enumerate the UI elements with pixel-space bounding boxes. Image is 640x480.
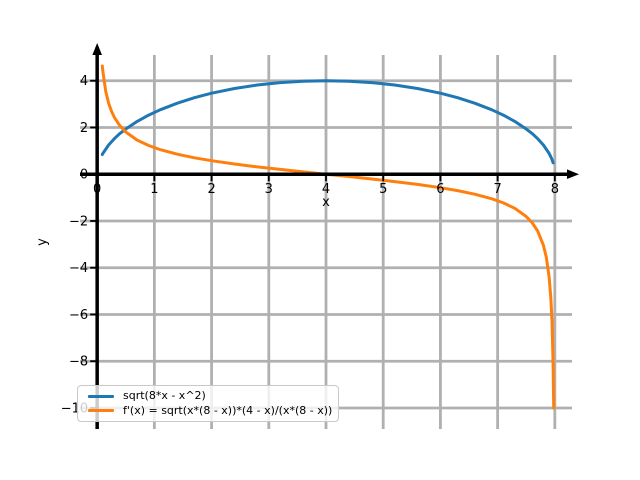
x-tick-label-7: 7 xyxy=(493,182,501,197)
x-axis-label: x xyxy=(322,195,330,210)
y-tick-label-0: 0 xyxy=(80,168,88,183)
curve-series-1 xyxy=(100,64,556,410)
y-axis-label: y xyxy=(35,238,50,246)
curve-series-0 xyxy=(100,79,555,165)
legend: sqrt(8*x - x^2) f'(x) = sqrt(x*(8 - x))*… xyxy=(77,385,339,422)
legend-entry-orange: f'(x) = sqrt(x*(8 - x))*(4 - x)/(x*(8 - … xyxy=(88,403,333,419)
x-tick-label-8: 8 xyxy=(551,182,559,197)
x-tick-label-4: 4 xyxy=(322,182,330,197)
x-tick-label-1: 1 xyxy=(150,182,158,197)
x-tick-label-6: 6 xyxy=(436,182,444,197)
legend-entry-blue: sqrt(8*x - x^2) xyxy=(88,389,331,404)
legend-label-blue: sqrt(8*x - x^2) xyxy=(123,389,206,403)
y-tick-label--6: −6 xyxy=(69,308,88,323)
legend-label-orange: f'(x) = sqrt(x*(8 - x))*(4 - x)/(x*(8 - … xyxy=(123,403,333,417)
y-tick-label-2: 2 xyxy=(80,121,88,136)
x-tick-label-3: 3 xyxy=(265,182,273,197)
y-tick-label--2: −2 xyxy=(69,214,88,229)
y-tick-label--4: −4 xyxy=(69,261,88,276)
legend-line-sample-orange xyxy=(88,409,114,413)
y-axis-arrow-icon xyxy=(92,43,102,55)
x-tick-label-0: 0 xyxy=(93,182,101,197)
x-tick-label-2: 2 xyxy=(207,182,215,197)
y-tick-label--8: −8 xyxy=(69,355,88,370)
y-tick-label-4: 4 xyxy=(80,74,88,89)
x-axis-arrow-icon xyxy=(567,169,579,180)
x-tick-label-5: 5 xyxy=(379,182,387,197)
legend-line-sample-blue xyxy=(88,394,114,398)
